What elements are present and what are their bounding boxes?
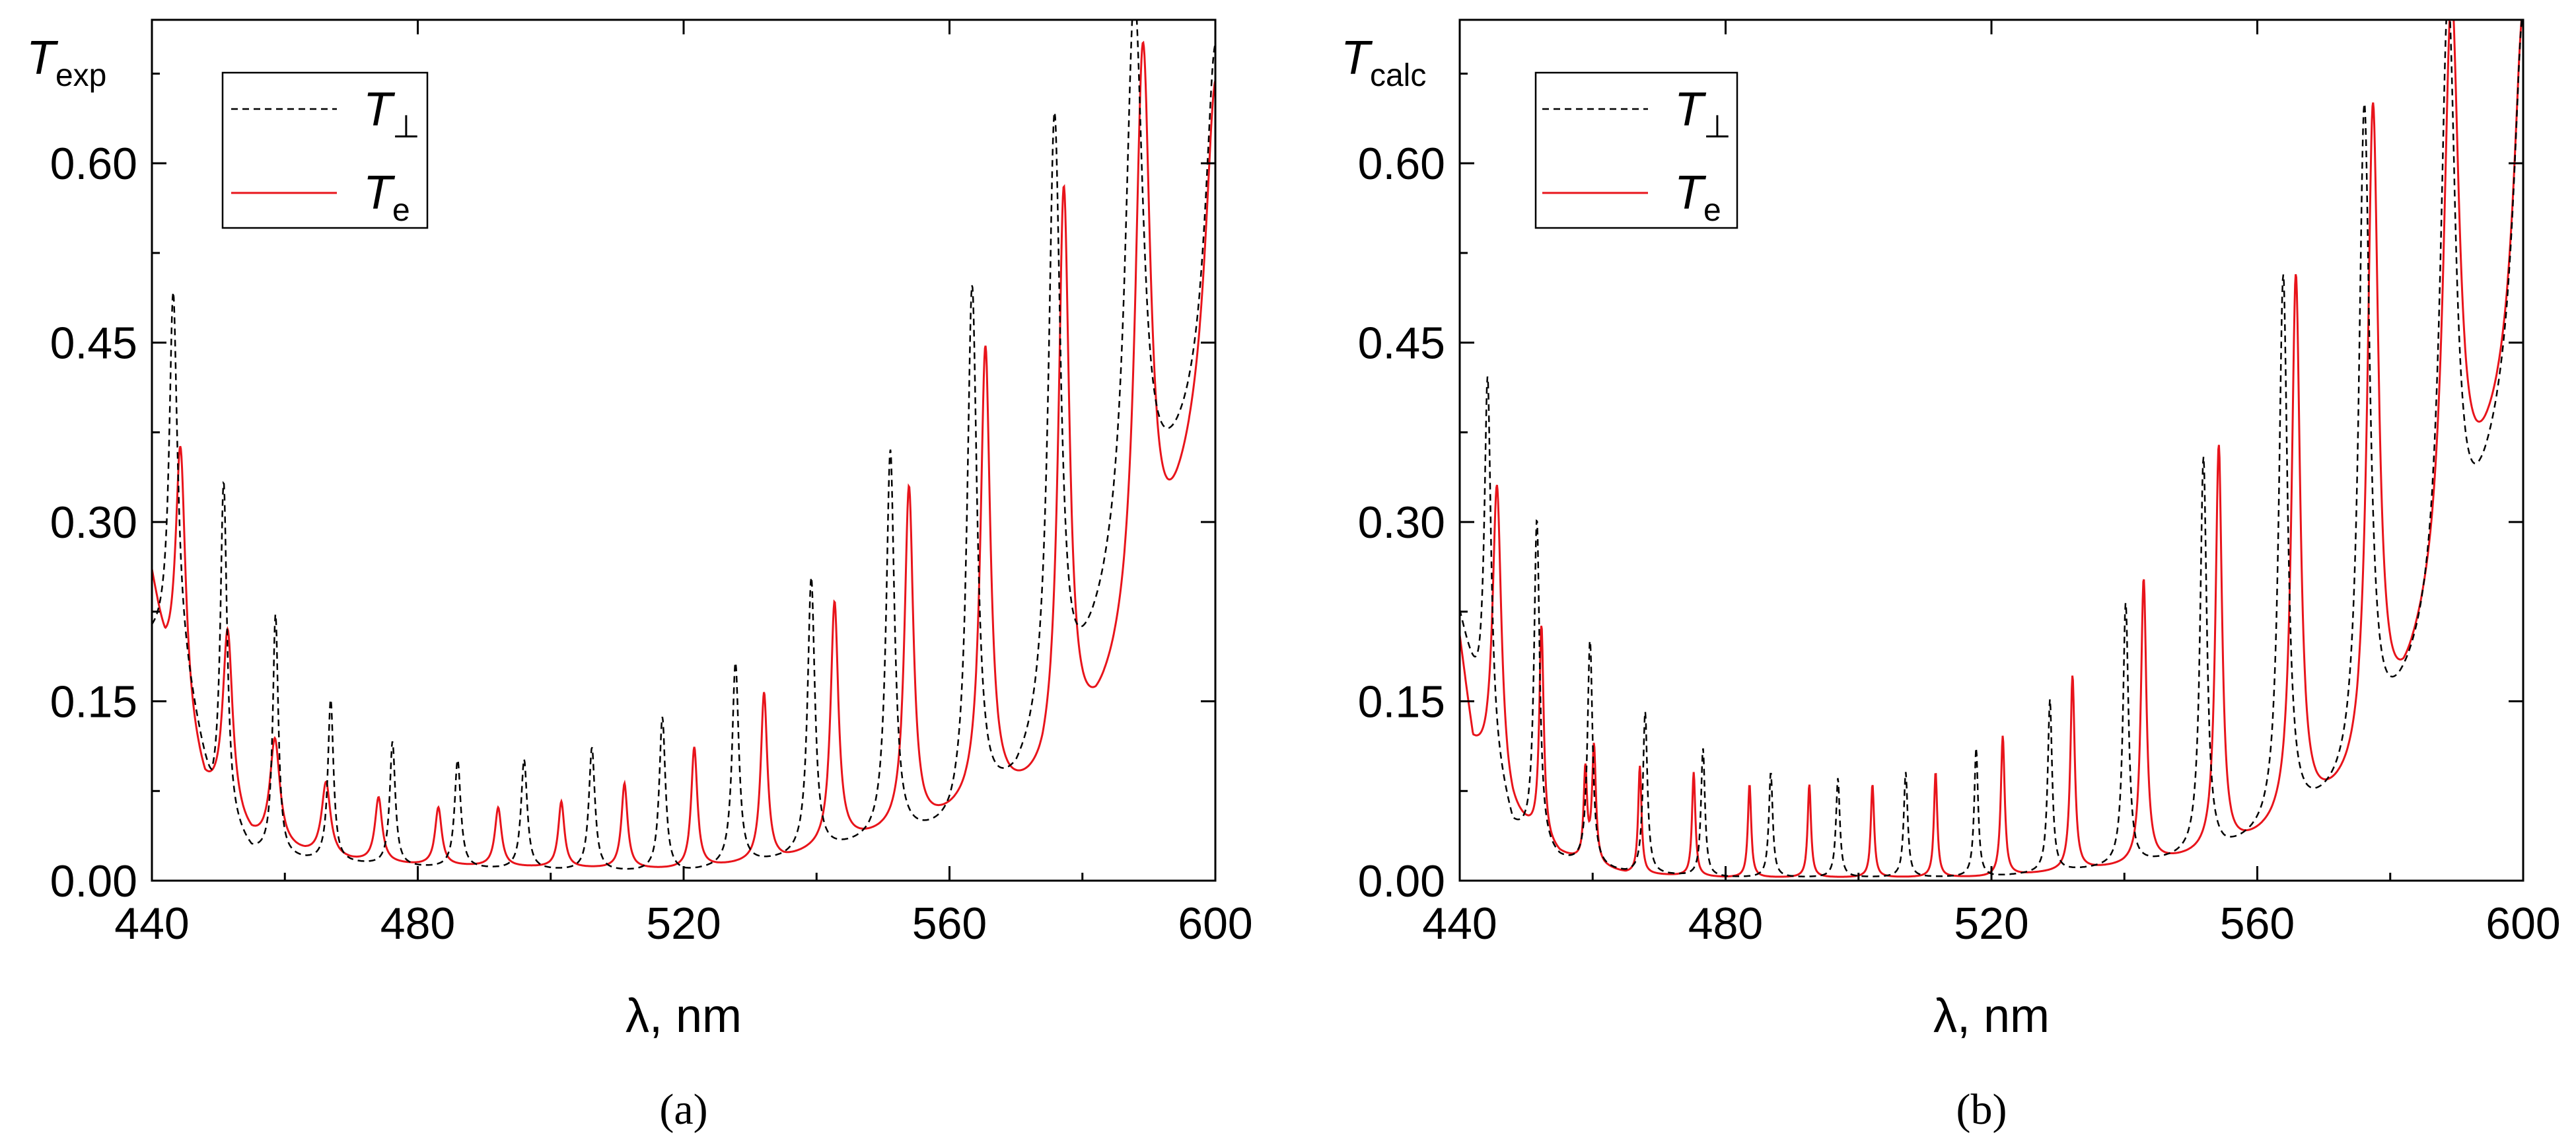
- y-axis-title-main-b: T: [1341, 32, 1373, 85]
- chart-panel-b: 440 480 520 560 600 0.00 0.15 0.30 0.45 0.60 Tcal…: [1341, 18, 2561, 1134]
- y-tick-label-b: 0.30: [1358, 497, 1445, 548]
- panel-label-a: (a): [659, 1085, 707, 1134]
- legend-label-perp-main-a: T: [363, 83, 396, 136]
- x-tick-label-b: 440: [1422, 899, 1497, 949]
- y-tick-label-b: 0.60: [1358, 139, 1445, 189]
- legend-box-a: [221, 71, 429, 229]
- x-tick-label-b: 600: [2486, 899, 2560, 949]
- legend-box-b: [1534, 71, 1738, 229]
- axis-ticks-b: 440 480 520 560 600 0.00 0.15 0.30 0.45 0.60: [1358, 20, 2561, 949]
- legend-b: T⊥ Te: [1534, 71, 1738, 229]
- x-tick-label-a: 440: [114, 899, 189, 949]
- y-tick-label-a: 0.15: [50, 677, 137, 727]
- y-axis-title-sub-b: calc: [1370, 58, 1426, 93]
- y-tick-label-a: 0.00: [50, 856, 137, 906]
- legend-label-e-sub-b: e: [1703, 193, 1721, 228]
- legend-label-perp-a: T⊥: [363, 83, 420, 145]
- series-line-e-a: [152, 40, 1215, 868]
- legend-label-perp-b: T⊥: [1674, 83, 1731, 145]
- y-tick-label-a: 0.45: [50, 318, 137, 369]
- y-axis-title-sub-a: exp: [55, 58, 106, 93]
- legend-label-e-main-a: T: [363, 166, 396, 219]
- legend-a: T⊥ Te: [221, 71, 429, 229]
- x-tick-label-a: 480: [380, 899, 455, 949]
- x-tick-label-b: 560: [2220, 899, 2295, 949]
- x-tick-label-a: 560: [912, 899, 987, 949]
- y-tick-label-a: 0.30: [50, 497, 137, 548]
- x-axis-title-b: λ, nm: [1933, 990, 2050, 1043]
- plot-area-a: [152, 20, 1215, 870]
- x-tick-label-a: 520: [646, 899, 721, 949]
- chart-panel-a: 440 480 520 560 600 0.00 0.15 0.30 0.45 0.60 Texp…: [26, 18, 1253, 1134]
- legend-label-perp-main-b: T: [1674, 83, 1707, 136]
- y-tick-label-b: 0.45: [1358, 318, 1445, 369]
- y-axis-title-main-a: T: [26, 32, 59, 85]
- series-line-perp-a: [152, 20, 1215, 870]
- y-tick-label-a: 0.60: [50, 139, 137, 189]
- x-tick-label-a: 600: [1178, 899, 1252, 949]
- panel-label-b: (b): [1956, 1085, 2007, 1134]
- x-tick-label-b: 480: [1688, 899, 1763, 949]
- x-axis-title-a: λ, nm: [626, 990, 742, 1043]
- legend-label-e-b: Te: [1674, 166, 1721, 228]
- axis-ticks-a: 440 480 520 560 600 0.00 0.15 0.30 0.45 0.60: [50, 20, 1253, 949]
- legend-label-e-a: Te: [363, 166, 410, 228]
- y-axis-title-b: Tcalc: [1341, 32, 1426, 93]
- x-tick-label-b: 520: [1954, 899, 2028, 949]
- legend-label-e-sub-a: e: [392, 193, 410, 228]
- y-tick-label-b: 0.00: [1358, 856, 1445, 906]
- y-tick-label-b: 0.15: [1358, 677, 1445, 727]
- legend-label-e-main-b: T: [1674, 166, 1707, 219]
- legend-label-perp-sub-b: ⊥: [1703, 110, 1731, 145]
- legend-label-perp-sub-a: ⊥: [392, 110, 420, 145]
- y-axis-title-a: Texp: [26, 32, 106, 93]
